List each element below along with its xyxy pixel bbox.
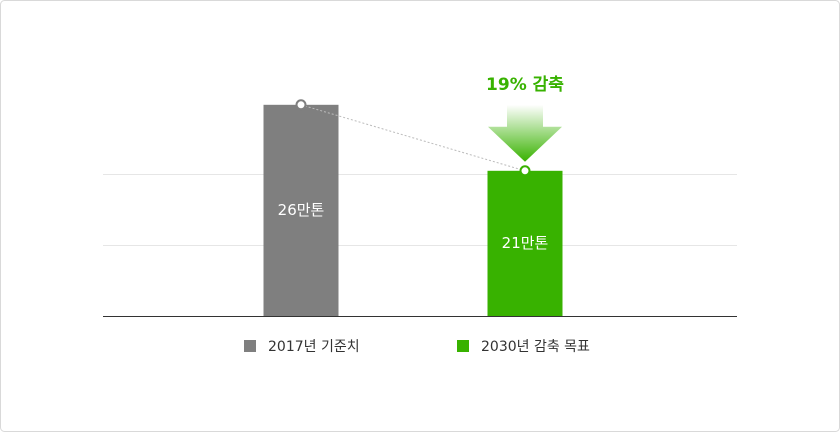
annotation: 19% 감축 [486,75,564,95]
legend-swatch [244,340,256,352]
value-label: 21만톤 [502,234,549,252]
annotation-arrow [488,104,562,162]
legend-label: 2030년 감축 목표 [481,339,590,355]
value-label: 26만톤 [278,201,325,219]
top-marker [295,99,307,111]
top-marker [519,165,531,177]
bar [263,104,339,316]
bar [487,170,563,316]
connector [300,104,526,172]
legend-swatch [457,340,469,352]
legend-label: 2017년 기준치 [268,339,360,355]
